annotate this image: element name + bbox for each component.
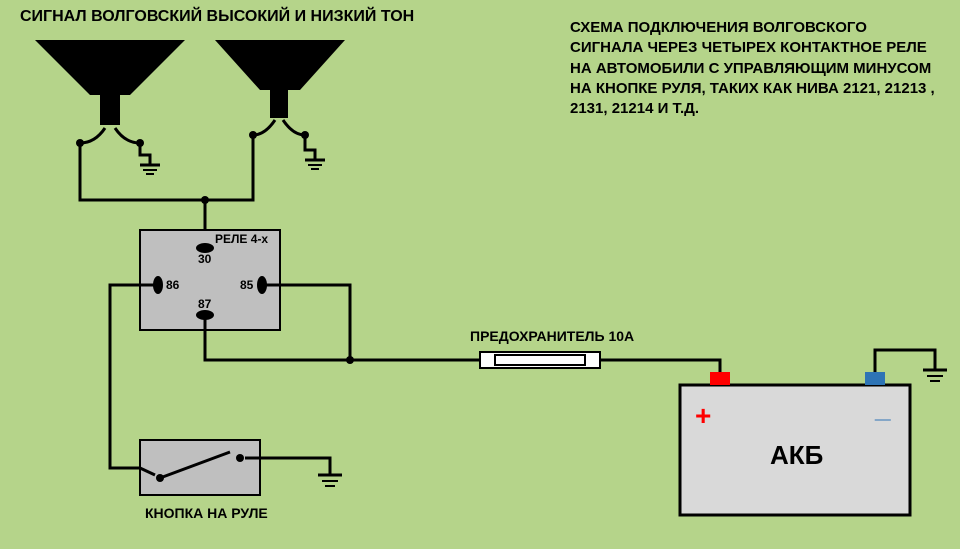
button-label: КНОПКА НА РУЛЕ: [145, 505, 268, 521]
fuse: [480, 352, 600, 368]
battery-label: АКБ: [770, 440, 823, 471]
title: СИГНАЛ ВОЛГОВСКИЙ ВЫСОКИЙ И НИЗКИЙ ТОН: [20, 8, 414, 26]
steering-button: [140, 440, 260, 495]
pin-86: 86: [166, 278, 179, 292]
relay-label: РЕЛЕ 4-х: [215, 232, 268, 246]
pin-30: 30: [198, 252, 211, 266]
horn-high: [35, 40, 185, 174]
battery-plus: +: [695, 400, 711, 432]
description: СХЕМА ПОДКЛЮЧЕНИЯ ВОЛГОВСКОГО СИГНАЛА ЧЕ…: [570, 18, 940, 119]
fuse-label: ПРЕДОХРАНИТЕЛЬ 10А: [470, 328, 634, 344]
horn-low: [215, 40, 345, 169]
battery-minus: _: [875, 392, 891, 424]
pin-85: 85: [240, 278, 253, 292]
pin-87: 87: [198, 297, 211, 311]
